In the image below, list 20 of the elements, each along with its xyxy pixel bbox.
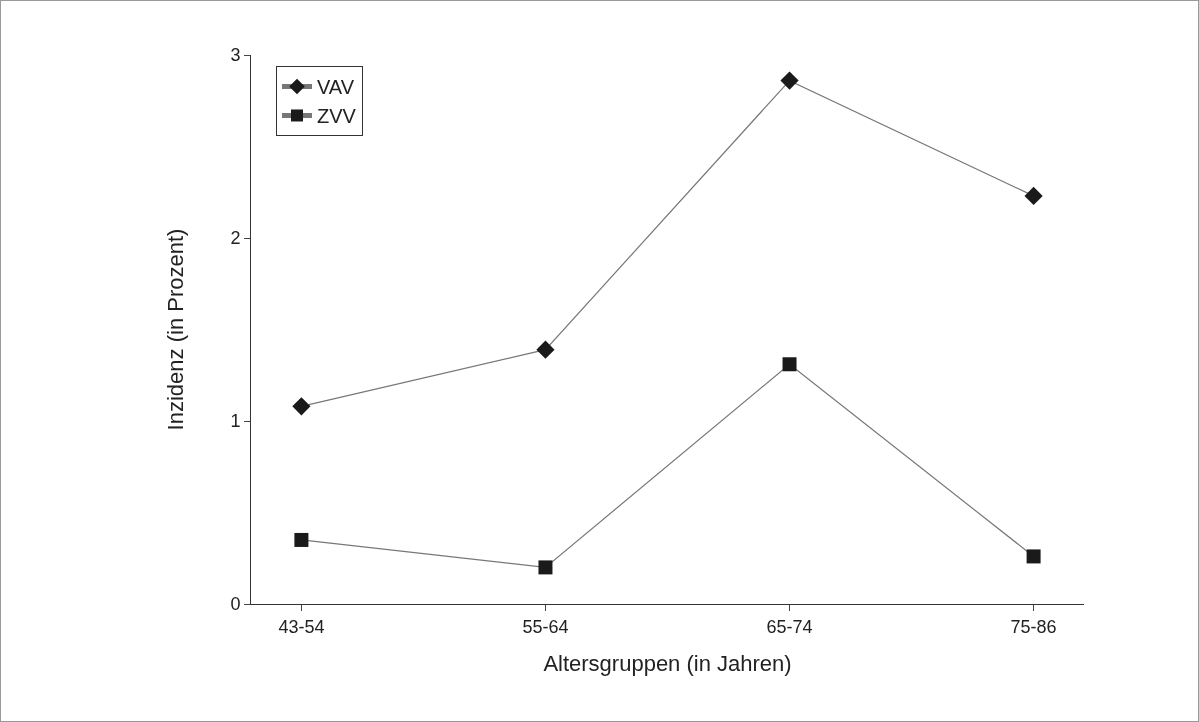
y-tick-label: 1 xyxy=(230,411,241,432)
x-tick-label: 55-64 xyxy=(522,616,569,637)
x-axis-title: Altersgruppen (in Jahren) xyxy=(543,651,792,677)
y-axis-title: Inzidenz (in Prozent) xyxy=(163,228,189,431)
point xyxy=(294,532,309,547)
point xyxy=(292,397,311,416)
x-tick-label: 43-54 xyxy=(278,616,325,637)
point xyxy=(538,560,553,575)
point xyxy=(780,71,799,90)
point xyxy=(782,357,797,372)
legend-label: VAV xyxy=(316,76,355,99)
x-tick-label: 75-86 xyxy=(1010,616,1057,637)
point xyxy=(1024,186,1043,206)
point xyxy=(1026,549,1041,564)
point xyxy=(536,340,555,359)
y-tick-label: 2 xyxy=(230,228,241,249)
x-tick-label: 65-74 xyxy=(766,616,813,637)
y-tick-label: 3 xyxy=(230,45,241,66)
legend-label: ZVV xyxy=(316,105,357,128)
y-tick-label: 0 xyxy=(230,594,241,615)
